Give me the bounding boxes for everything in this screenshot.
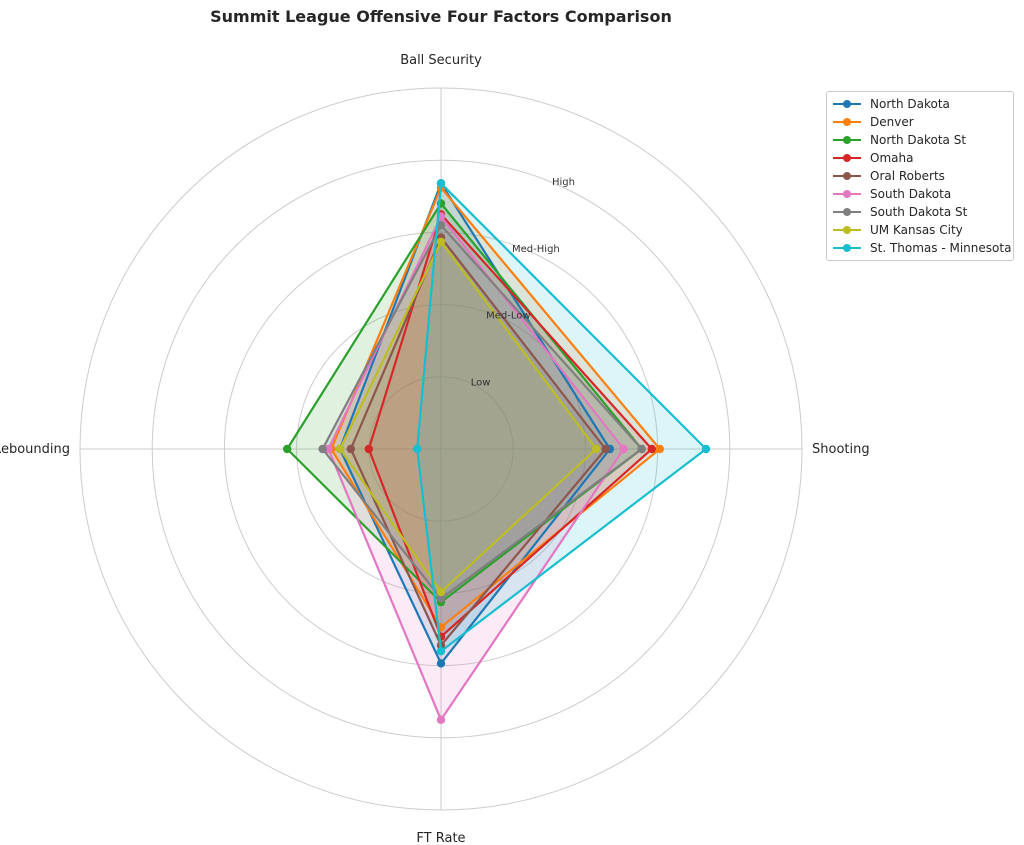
legend-item-north-dakota-st: North Dakota St — [827, 131, 1013, 149]
legend-item-oral-roberts: Oral Roberts — [827, 167, 1013, 185]
data-point — [701, 444, 711, 454]
legend-label: Oral Roberts — [870, 169, 945, 183]
legend-label: North Dakota St — [870, 133, 967, 147]
data-point — [335, 444, 345, 454]
series-fill-omaha — [368, 214, 652, 637]
ring-labels: Low Med-Low Med-High High — [471, 177, 575, 388]
legend-item-south-dakota: South Dakota — [827, 185, 1013, 203]
legend-swatch — [833, 98, 861, 110]
ring-label: Med-Low — [486, 311, 530, 322]
series-fill-st-thomas-minnesota — [417, 183, 706, 652]
legend-swatch — [833, 116, 861, 128]
data-point — [436, 594, 446, 603]
data-point — [592, 444, 601, 454]
data-point — [364, 444, 373, 454]
axis-label-shooting: Shooting — [812, 442, 870, 457]
data-point — [436, 715, 446, 724]
legend-item-um-kansas-city: UM Kansas City — [827, 221, 1013, 239]
legend-label: UM Kansas City — [870, 223, 963, 237]
ring-label: Low — [471, 377, 491, 388]
data-point — [436, 659, 446, 668]
axis-label-off-rebounding: Off Rebounding — [0, 442, 70, 457]
legend-swatch — [833, 170, 861, 182]
legend-item-denver: Denver — [827, 113, 1013, 131]
data-point — [637, 444, 646, 454]
data-point — [283, 444, 292, 454]
axis-label-ft-rate: FT Rate — [416, 831, 465, 845]
data-point — [324, 444, 333, 454]
series-um-kansas-city — [335, 237, 601, 597]
legend-swatch — [833, 206, 861, 218]
legend-label: St. Thomas - Minnesota — [870, 241, 1012, 255]
legend-swatch — [833, 152, 861, 164]
data-point — [436, 237, 446, 246]
data-point — [436, 647, 446, 656]
legend-label: Omaha — [870, 151, 914, 165]
data-point — [413, 444, 422, 454]
data-point — [647, 444, 656, 454]
legend-item-omaha: Omaha — [827, 149, 1013, 167]
data-point — [436, 587, 446, 597]
legend-swatch — [833, 134, 861, 146]
data-point — [619, 444, 628, 454]
legend-swatch — [833, 188, 861, 200]
legend: North Dakota Denver North Dakota St Omaha Or… — [826, 91, 1014, 261]
data-point — [601, 444, 610, 454]
axis-labels: Ball Security Shooting FT Rate Off Reboundi… — [0, 53, 870, 845]
legend-item-north-dakota: North Dakota — [827, 95, 1013, 113]
series-south-dakota-st — [318, 221, 646, 603]
data-point — [655, 444, 664, 454]
data-point — [436, 179, 446, 188]
data-point — [318, 444, 327, 454]
legend-label: Denver — [870, 115, 914, 129]
legend-item-south-dakota-st: South Dakota St — [827, 203, 1013, 221]
ring-label: Med-High — [512, 244, 560, 255]
data-point — [436, 221, 446, 230]
legend-label: South Dakota — [870, 187, 952, 201]
series-lines — [283, 179, 711, 724]
legend-label: North Dakota — [870, 97, 950, 111]
legend-label: South Dakota St — [870, 205, 968, 219]
series-st-thomas-minnesota — [413, 179, 711, 656]
data-point — [346, 444, 355, 454]
series-fill-um-kansas-city — [339, 241, 597, 593]
ring-label: High — [552, 177, 575, 188]
axis-label-ball-security: Ball Security — [400, 53, 482, 68]
legend-swatch — [833, 224, 861, 236]
legend-item-st-thomas-minnesota: St. Thomas - Minnesota — [827, 239, 1013, 257]
legend-swatch — [833, 242, 861, 254]
chart-title: Summit League Offensive Four Factors Com… — [210, 7, 672, 26]
series-fill-oral-roberts — [350, 237, 606, 646]
